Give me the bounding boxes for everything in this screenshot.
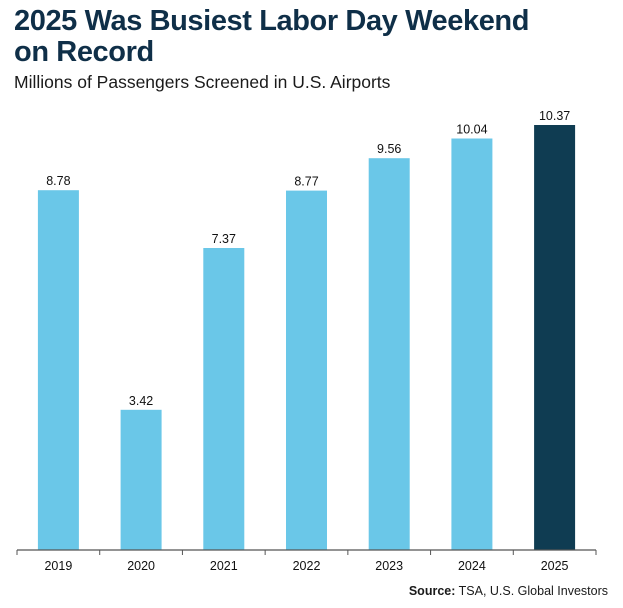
x-tick-label-2021: 2021: [210, 559, 238, 573]
x-tick-label-2023: 2023: [375, 559, 403, 573]
chart-subtitle: Millions of Passengers Screened in U.S. …: [14, 72, 391, 92]
chart-title: 2025 Was Busiest Labor Day Weekend on Rec…: [14, 5, 530, 68]
bar-2019: [37, 190, 79, 550]
bars-group: [37, 125, 576, 550]
x-tick-label-2022: 2022: [293, 559, 321, 573]
x-tick-label-2025: 2025: [541, 559, 569, 573]
bar-2022: [286, 190, 327, 550]
x-tick-label-2024: 2024: [458, 559, 486, 573]
bar-2025: [534, 125, 576, 550]
data-label-2021: 7.37: [212, 232, 236, 246]
data-labels-group: 8.78 3.42 7.37 8.77 9.56 10.04 10.37: [46, 109, 570, 408]
x-ticks-group: [16, 550, 597, 555]
source-label: Source:: [408, 584, 456, 598]
bar-2023: [368, 158, 410, 550]
data-label-2023: 9.56: [377, 142, 401, 156]
bar-2024: [451, 138, 493, 550]
data-label-2019: 8.78: [46, 174, 70, 188]
data-label-2020: 3.42: [129, 394, 153, 408]
x-tick-labels-group: 2019 2020 2021 2022 2023 2024 2025: [44, 559, 568, 573]
bar-2021: [203, 248, 245, 550]
source-note: Source: TSA, U.S. Global Investors: [409, 583, 608, 599]
source-text: TSA, U.S. Global Investors: [455, 584, 608, 598]
bar-2020: [120, 409, 162, 550]
data-label-2025: 10.37: [539, 109, 570, 123]
x-tick-label-2019: 2019: [44, 559, 72, 573]
x-tick-label-2020: 2020: [127, 559, 155, 573]
data-label-2022: 8.77: [294, 175, 318, 189]
data-label-2024: 10.04: [456, 123, 487, 137]
